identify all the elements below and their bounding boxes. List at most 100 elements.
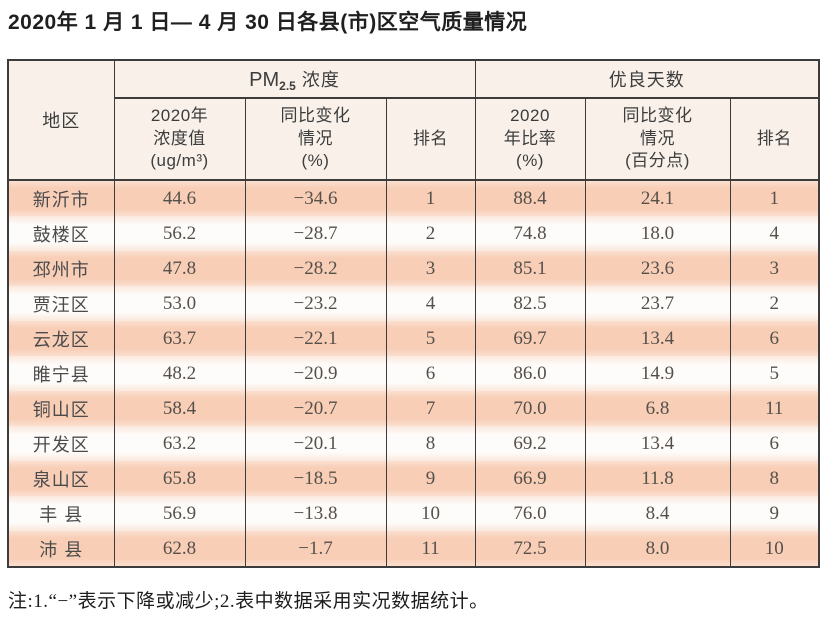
good-change-cell: 14.9 [584, 356, 731, 391]
pm-change-cell: −13.8 [244, 496, 387, 531]
pm-change-cell: −28.7 [244, 216, 387, 251]
good-rank-cell: 8 [729, 461, 820, 496]
good-ratio-cell: 69.7 [474, 321, 586, 356]
pm-rank-cell: 11 [385, 531, 476, 567]
good-change-cell: 8.4 [584, 496, 731, 531]
table-row: 新沂市 44.6 −34.6 1 88.4 24.1 1 [7, 180, 820, 216]
region-cell: 泉山区 [7, 461, 115, 496]
good-change-cell: 13.4 [584, 321, 731, 356]
good-change-cell: 18.0 [584, 216, 731, 251]
good-days-group-header: 优良天数 [474, 60, 820, 99]
pm-value-cell: 47.8 [113, 251, 246, 286]
pm-value-cell: 53.0 [113, 286, 246, 321]
table-row: 开发区 63.2 −20.1 8 69.2 13.4 6 [7, 426, 820, 461]
pm-rank-cell: 3 [385, 251, 476, 286]
table-row: 泉山区 65.8 −18.5 9 66.9 11.8 8 [7, 461, 820, 496]
pm-value-cell: 65.8 [113, 461, 246, 496]
region-cell: 邳州市 [7, 251, 115, 286]
region-cell: 开发区 [7, 426, 115, 461]
good-ratio-cell: 88.4 [474, 180, 586, 216]
good-rank-header: 排名 [729, 98, 820, 181]
region-cell: 丰 县 [7, 496, 115, 531]
region-header-cell: 地区 [7, 60, 115, 181]
region-cell: 新沂市 [7, 180, 115, 216]
pm-label-prefix: PM [249, 68, 280, 91]
region-cell: 沛 县 [7, 531, 115, 567]
table-row: 云龙区 63.7 −22.1 5 69.7 13.4 6 [7, 321, 820, 356]
pm-change-cell: −20.1 [244, 426, 387, 461]
good-ratio-cell: 76.0 [474, 496, 586, 531]
table-row: 邳州市 47.8 −28.2 3 85.1 23.6 3 [7, 251, 820, 286]
good-ratio-cell: 70.0 [474, 391, 586, 426]
table-row: 沛 县 62.8 −1.7 11 72.5 8.0 10 [7, 531, 820, 567]
pm-change-cell: −28.2 [244, 251, 387, 286]
pm-change-cell: −18.5 [244, 461, 387, 496]
good-rank-cell: 6 [729, 321, 820, 356]
good-rank-cell: 6 [729, 426, 820, 461]
good-rank-cell: 11 [729, 391, 820, 426]
good-rank-cell: 3 [729, 251, 820, 286]
pm-value-cell: 56.2 [113, 216, 246, 251]
pm-label-subscript: 2.5 [279, 78, 296, 93]
good-change-cell: 23.7 [584, 286, 731, 321]
good-change-cell: 24.1 [584, 180, 731, 216]
good-change-header: 同比变化 情况 (百分点) [584, 98, 731, 181]
table-row: 丰 县 56.9 −13.8 10 76.0 8.4 9 [7, 496, 820, 531]
good-ratio-header: 2020 年比率 (%) [474, 98, 586, 181]
good-ratio-cell: 82.5 [474, 286, 586, 321]
page-title: 2020年 1 月 1 日— 4 月 30 日各县(市)区空气质量情况 [8, 11, 528, 34]
good-change-cell: 8.0 [584, 531, 731, 567]
pm-rank-cell: 1 [385, 180, 476, 216]
pm-rank-cell: 9 [385, 461, 476, 496]
sub-header-row: 2020年 浓度值 (ug/m³) 同比变化 情况 (%) 排名 2020 年比… [8, 98, 820, 181]
region-cell: 铜山区 [7, 391, 115, 426]
pm-change-cell: −20.7 [244, 391, 387, 426]
good-rank-cell: 10 [729, 531, 820, 567]
good-rank-cell: 5 [729, 356, 820, 391]
table-row: 鼓楼区 56.2 −28.7 2 74.8 18.0 4 [7, 216, 820, 251]
good-change-cell: 23.6 [584, 251, 731, 286]
table-row: 铜山区 58.4 −20.7 7 70.0 6.8 11 [7, 391, 820, 426]
pm-value-cell: 63.2 [113, 426, 246, 461]
good-ratio-cell: 66.9 [474, 461, 586, 496]
pm-label-suffix: 浓度 [295, 69, 340, 90]
pm-change-cell: −22.1 [244, 321, 387, 356]
pm-value-cell: 58.4 [113, 391, 246, 426]
region-cell: 鼓楼区 [7, 216, 115, 251]
region-cell: 睢宁县 [7, 356, 115, 391]
pm-change-cell: −1.7 [244, 531, 387, 567]
good-ratio-cell: 86.0 [474, 356, 586, 391]
pm-value-header: 2020年 浓度值 (ug/m³) [113, 98, 246, 181]
table-row: 睢宁县 48.2 −20.9 6 86.0 14.9 5 [7, 356, 820, 391]
pm-value-cell: 62.8 [113, 531, 246, 567]
good-ratio-cell: 74.8 [474, 216, 586, 251]
good-ratio-cell: 69.2 [474, 426, 586, 461]
pm-rank-cell: 10 [385, 496, 476, 531]
pm-value-cell: 63.7 [113, 321, 246, 356]
pm-rank-cell: 7 [385, 391, 476, 426]
good-days-label: 优良天数 [608, 70, 685, 90]
pm-rank-cell: 6 [385, 356, 476, 391]
region-cell: 云龙区 [7, 321, 115, 356]
pm-rank-cell: 8 [385, 426, 476, 461]
table-row: 贾汪区 53.0 −23.2 4 82.5 23.7 2 [7, 286, 820, 321]
good-ratio-cell: 85.1 [474, 251, 586, 286]
pm-rank-cell: 4 [385, 286, 476, 321]
pm-change-cell: −34.6 [244, 180, 387, 216]
good-ratio-cell: 72.5 [474, 531, 586, 567]
good-rank-cell: 4 [729, 216, 820, 251]
air-quality-table: 地区 PM2.5 浓度 优良天数 2020年 浓度值 (ug/m³) 同比变化 … [7, 59, 821, 568]
pm-rank-header: 排名 [385, 98, 476, 181]
good-change-cell: 6.8 [584, 391, 731, 426]
good-rank-cell: 2 [729, 286, 820, 321]
pm-change-cell: −20.9 [244, 356, 387, 391]
pm-change-header: 同比变化 情况 (%) [244, 98, 387, 181]
pm-group-header: PM2.5 浓度 [113, 60, 476, 99]
pm-rank-cell: 2 [385, 216, 476, 251]
good-change-cell: 11.8 [584, 461, 731, 496]
group-header-row: 地区 PM2.5 浓度 优良天数 [7, 60, 820, 181]
pm-rank-cell: 5 [385, 321, 476, 356]
pm-change-cell: −23.2 [244, 286, 387, 321]
good-rank-cell: 1 [729, 180, 820, 216]
